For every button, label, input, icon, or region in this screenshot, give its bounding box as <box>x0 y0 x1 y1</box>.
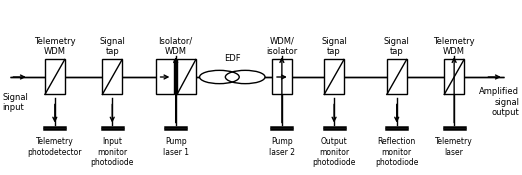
Bar <box>272 60 292 94</box>
Text: Signal
tap: Signal tap <box>384 37 410 56</box>
Text: Telemetry
photodetector: Telemetry photodetector <box>28 137 82 157</box>
Bar <box>156 60 174 94</box>
Text: Telemetry
WDM: Telemetry WDM <box>34 37 76 56</box>
Circle shape <box>226 70 265 84</box>
Text: EDF: EDF <box>224 54 241 63</box>
Bar <box>45 60 65 94</box>
Bar <box>444 60 464 94</box>
Circle shape <box>199 70 239 84</box>
Text: Amplified
signal
output: Amplified signal output <box>479 88 519 117</box>
Bar <box>324 60 344 94</box>
Text: Telemetry
WDM: Telemetry WDM <box>433 37 475 56</box>
Text: Telemetry
laser: Telemetry laser <box>435 137 473 157</box>
Bar <box>177 60 196 94</box>
Bar <box>102 60 122 94</box>
Text: Output
monitor
photodiode: Output monitor photodiode <box>312 137 356 167</box>
Text: WDM/
isolator: WDM/ isolator <box>266 37 298 56</box>
Text: Input
monitor
photodiode: Input monitor photodiode <box>90 137 134 167</box>
Bar <box>387 60 407 94</box>
Text: Signal
tap: Signal tap <box>99 37 125 56</box>
Text: Signal
input: Signal input <box>3 93 29 112</box>
Text: Pump
laser 1: Pump laser 1 <box>163 137 188 157</box>
Text: Reflection
monitor
photodiode: Reflection monitor photodiode <box>375 137 419 167</box>
Text: Signal
tap: Signal tap <box>321 37 347 56</box>
Text: Pump
laser 2: Pump laser 2 <box>269 137 295 157</box>
Text: Isolator/
WDM: Isolator/ WDM <box>159 37 193 56</box>
